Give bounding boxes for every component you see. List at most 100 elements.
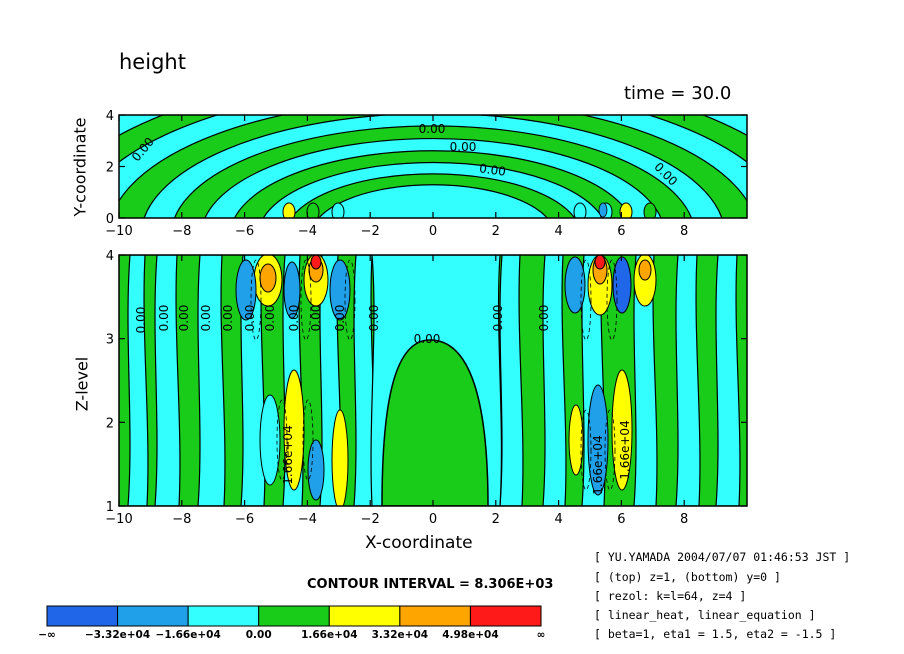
colorbar-tick-label: 4.98e+04 (442, 629, 498, 641)
contour-label: 0.00 (134, 307, 148, 334)
y-tick-label: 4 (106, 109, 114, 124)
y-tick-label: 0 (106, 212, 114, 227)
bottom-panel-frame (118, 254, 748, 507)
field-band (119, 115, 747, 218)
contour-cell (259, 263, 277, 293)
contour-cell (587, 255, 613, 316)
contour-cell (329, 259, 351, 321)
y-tick-label: 1 (106, 500, 114, 515)
contour-cell (633, 255, 657, 307)
contour-band (240, 255, 266, 506)
x-tick-label: −2 (361, 512, 380, 527)
contour-label: 0.00 (333, 305, 347, 332)
x-tick-label: −4 (298, 224, 317, 239)
contour-band (154, 255, 181, 506)
contour-band (127, 255, 149, 506)
contour-cell (331, 202, 345, 218)
contour-cell (599, 202, 613, 218)
contour-label: 0.00 (199, 305, 213, 332)
field-band (119, 255, 747, 506)
contour-band (233, 150, 633, 218)
contour-band (282, 255, 304, 506)
x-tick-label: 6 (617, 224, 625, 239)
contour-cell (235, 259, 257, 321)
contour-label: 0.00 (309, 305, 323, 332)
contour-band (715, 255, 741, 506)
x-tick-label: −6 (235, 224, 254, 239)
contour-band (675, 255, 701, 506)
bottom-panel-field (119, 255, 747, 506)
contour-band (119, 115, 747, 218)
x-tick-label: −6 (235, 512, 254, 527)
colorbar-segment (328, 605, 401, 627)
x-tick-label: 8 (680, 224, 688, 239)
x-tick-label: −8 (172, 224, 191, 239)
contour-cell (568, 404, 584, 476)
y-tick-label: 2 (106, 161, 114, 176)
metadata-line: [ (top) z=1, (bottom) y=0 ] (594, 570, 781, 584)
contour-cell (283, 369, 305, 491)
y-tick-label: 2 (106, 416, 114, 431)
colorbar-tick-label: 0.00 (246, 629, 272, 641)
contour-band (119, 115, 747, 218)
contour-label: 1.66e+04 (281, 425, 295, 484)
colorbar-tick-label: 3.32e+04 (372, 629, 428, 641)
contour-label: 1.66e+04 (618, 420, 632, 479)
contour-band (319, 255, 342, 506)
x-tick-label: −8 (172, 512, 191, 527)
contour-cell (283, 261, 301, 319)
contour-band (633, 255, 658, 506)
contour-cell (310, 255, 322, 270)
x-tick-label: 4 (554, 512, 562, 527)
negative-contour (606, 259, 618, 341)
contour-cell (259, 394, 281, 486)
contour-cell (573, 202, 587, 218)
contour-band (370, 255, 503, 506)
contour-cell (303, 255, 329, 307)
x-axis-label: X-coordinate (365, 533, 473, 553)
x-tick-label: 0 (429, 224, 437, 239)
contour-interval-label: CONTOUR INTERVAL = 8.306E+03 (307, 577, 554, 592)
contour-label: 0.00 (129, 135, 157, 164)
colorbar-segment (399, 605, 471, 627)
contour-cell (307, 439, 325, 501)
negative-contour (604, 409, 616, 491)
contour-label: 0.00 (537, 305, 551, 332)
x-tick-label: 0 (429, 512, 437, 527)
contour-band (119, 115, 747, 218)
contour-cell (638, 259, 652, 281)
contour-band (581, 255, 606, 506)
contour-cell (594, 255, 606, 270)
contour-band (262, 161, 604, 218)
y-axis-label-top: Y-coordinate (70, 117, 90, 217)
contour-label: 0.00 (651, 160, 680, 189)
contour-cell (611, 369, 633, 491)
contour-label: 0.00 (287, 305, 301, 332)
x-tick-label: 6 (617, 512, 625, 527)
contour-cell (308, 257, 324, 283)
contour-label: 0.00 (450, 140, 477, 154)
contour-cell (331, 409, 349, 506)
contour-cell (598, 202, 608, 218)
negative-contour (300, 259, 312, 341)
contour-band (353, 255, 376, 506)
contour-label: 0.00 (491, 305, 505, 332)
negative-contour (580, 259, 592, 341)
negative-contour (344, 259, 356, 341)
contour-cell (612, 256, 632, 314)
colorbar-segment (117, 605, 189, 627)
colorbar-tick-label: −3.32e+04 (85, 629, 150, 641)
x-tick-label: −2 (361, 224, 380, 239)
time-label: time = 30.0 (624, 83, 732, 104)
x-tick-label: −4 (298, 512, 317, 527)
colorbar-segment (469, 605, 542, 627)
contour-label: 0.00 (414, 332, 441, 346)
x-tick-label: 8 (680, 512, 688, 527)
contour-label: 1.66e+04 (591, 435, 605, 494)
colorbar-tick-label: −∞ (38, 629, 56, 641)
chart-title: height (119, 50, 186, 74)
y-tick-label: 4 (106, 249, 114, 264)
contour-band (542, 255, 567, 506)
contour-band (204, 137, 662, 218)
contour-cell (643, 202, 657, 218)
